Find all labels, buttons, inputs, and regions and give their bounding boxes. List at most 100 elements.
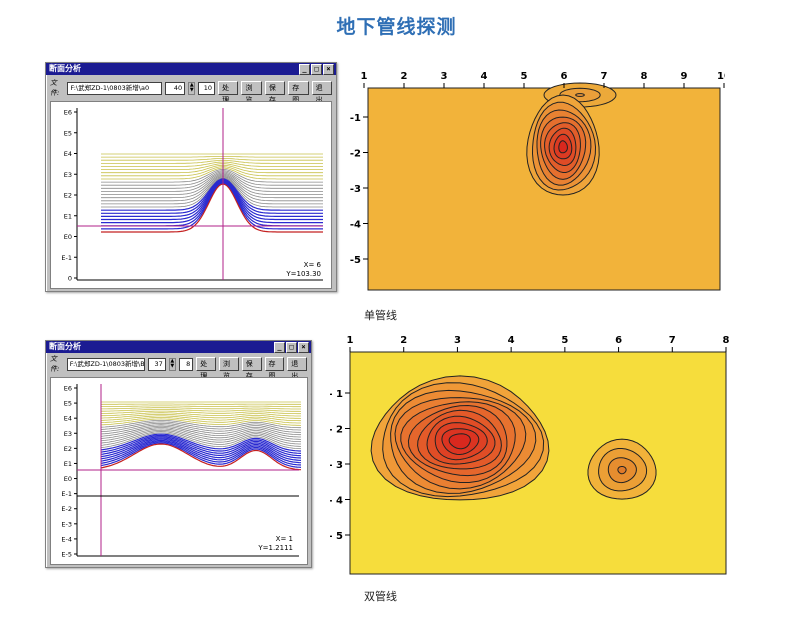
x-tick-label: 3: [454, 336, 461, 346]
profile-curve: [100, 437, 302, 459]
process-button[interactable]: 处理: [218, 81, 239, 104]
x-tick-label: 8: [641, 71, 648, 82]
minimize-button[interactable]: _: [274, 342, 285, 353]
y-tick-label: E-1: [61, 490, 72, 498]
x-tick-label: 9: [681, 71, 688, 82]
contour-map-double: 1 2 3 4 5 6 7 8 - 1 - 2 - 3 - 4 - 5: [330, 336, 730, 575]
caption-double: 双管线: [364, 590, 397, 603]
y-tick-label: E-4: [61, 535, 72, 543]
surface-anomaly-contour: [575, 93, 585, 97]
y-tick-label: E4: [64, 150, 72, 158]
profile-plot[interactable]: E6 E5 E4 E3 E2 E1 E0 E-1 E-2 E-3 E-4 E-5 X= 1 Y=1.2…: [50, 377, 308, 565]
y-tick-label: E-3: [61, 520, 72, 528]
x-tick-label: 2: [400, 336, 407, 346]
page-title: 地下管线探测: [336, 16, 457, 38]
profile-curve: [101, 170, 323, 186]
y-tick-label: E1: [64, 460, 72, 468]
profile-window-double: 断面分析 _ □ × 文件: F:\武郑ZD-1\0803新增\B0 37 ▲ ▼…: [45, 340, 312, 568]
y-tick-label: - 5: [330, 531, 343, 542]
profile-curve: [100, 433, 301, 452]
save-image-button[interactable]: 存图: [288, 81, 309, 104]
x-tick-label: 5: [521, 71, 528, 82]
y-tick-label: E4: [64, 415, 72, 423]
maximize-button[interactable]: □: [286, 342, 297, 353]
cursor-readout-y: Y=103.30: [286, 270, 321, 278]
profile-curve: [100, 431, 302, 447]
file-label: 文件:: [50, 355, 60, 373]
pipe-anomaly-b-contour: [617, 466, 627, 475]
profile-curve: [101, 173, 323, 195]
browse-button[interactable]: 浏览: [218, 357, 239, 380]
profile-curve: [101, 171, 323, 189]
step-field[interactable]: 10: [198, 81, 216, 95]
window-title: 断面分析: [49, 64, 81, 73]
window-title: 断面分析: [49, 342, 81, 351]
y-tick-label: E3: [64, 171, 72, 179]
y-tick-label: E2: [64, 445, 72, 453]
y-tick-label: E0: [64, 233, 72, 241]
close-button[interactable]: ×: [298, 342, 309, 353]
profile-curve: [100, 422, 302, 433]
profile-curve: [101, 410, 301, 415]
profile-curve: [101, 156, 323, 158]
line-spinner[interactable]: ▲ ▼: [188, 81, 196, 95]
close-button[interactable]: ×: [323, 64, 334, 75]
contour-map-single: 1 2 3 4 5 6 7 8 9 10 -1 -2 -3 -4 -5: [350, 71, 725, 291]
save-button[interactable]: 保存: [241, 357, 262, 380]
y-tick-label: - 1: [330, 389, 343, 400]
profile-curve: [101, 157, 323, 161]
line-number-field[interactable]: 40: [164, 81, 186, 95]
y-tick-label: -5: [350, 255, 361, 266]
profile-curve: [100, 429, 301, 445]
minimize-button[interactable]: _: [299, 64, 310, 75]
profile-curve: [100, 439, 302, 464]
cursor-readout-y: Y=1.2111: [258, 544, 293, 552]
exit-button[interactable]: 退出: [287, 357, 308, 380]
profile-curve: [100, 432, 302, 450]
y-tick-label: -1: [350, 113, 361, 124]
profile-curve: [101, 159, 323, 164]
profile-curve: [101, 177, 323, 208]
caption-single: 单管线: [364, 309, 397, 322]
profile-curve: [101, 405, 301, 408]
profile-curve: [100, 438, 302, 461]
y-tick-label: -4: [350, 220, 361, 231]
window-titlebar[interactable]: 断面分析 _ □ ×: [46, 341, 311, 353]
window-titlebar[interactable]: 断面分析 _ □ ×: [46, 63, 336, 75]
profile-curve: [100, 443, 302, 471]
profile-curve: [100, 442, 302, 468]
save-button[interactable]: 保存: [264, 81, 286, 104]
y-tick-label: -3: [350, 184, 361, 195]
profile-curve: [100, 415, 301, 422]
profile-curve: [100, 420, 301, 429]
profile-curve: [101, 417, 301, 424]
y-tick-label: -2: [350, 149, 361, 160]
step-field[interactable]: 8: [178, 357, 194, 371]
line-spinner[interactable]: ▲ ▼: [168, 357, 176, 371]
file-path-field[interactable]: F:\武郑ZD-1\0803新增\a0: [67, 81, 162, 95]
profile-curve: [101, 179, 323, 214]
y-tick-label: E6: [64, 109, 72, 117]
save-image-button[interactable]: 存图: [264, 357, 285, 380]
profile-plot[interactable]: E6 E5 E4 E3 E2 E1 E0 E-1 0 X= 6 Y=103.30: [50, 101, 332, 289]
line-number-field[interactable]: 37: [148, 357, 166, 371]
toolbar: 文件: F:\武郑ZD-1\0803新增\B0 37 ▲ ▼ 8 处理 浏览 保存…: [50, 355, 308, 380]
file-path-field[interactable]: F:\武郑ZD-1\0803新增\B0: [66, 357, 145, 371]
file-label: 文件:: [50, 79, 60, 97]
y-tick-label: E0: [64, 475, 72, 483]
maximize-button[interactable]: □: [311, 64, 322, 75]
profile-curve: [101, 174, 323, 199]
profile-curve: [101, 168, 323, 183]
exit-button[interactable]: 退出: [311, 81, 333, 104]
profile-curve: [100, 436, 302, 457]
profile-curve: [101, 176, 323, 205]
y-tick-label: E-1: [61, 254, 72, 262]
profile-curve: [101, 409, 302, 412]
pipe-anomaly-contour: [558, 140, 568, 154]
y-tick-label: E5: [64, 400, 72, 408]
process-button[interactable]: 处理: [196, 357, 216, 380]
profile-curve: [100, 427, 302, 440]
y-tick-label: E1: [64, 212, 72, 220]
browse-button[interactable]: 浏览: [241, 81, 262, 104]
y-tick-label: - 3: [330, 460, 343, 471]
